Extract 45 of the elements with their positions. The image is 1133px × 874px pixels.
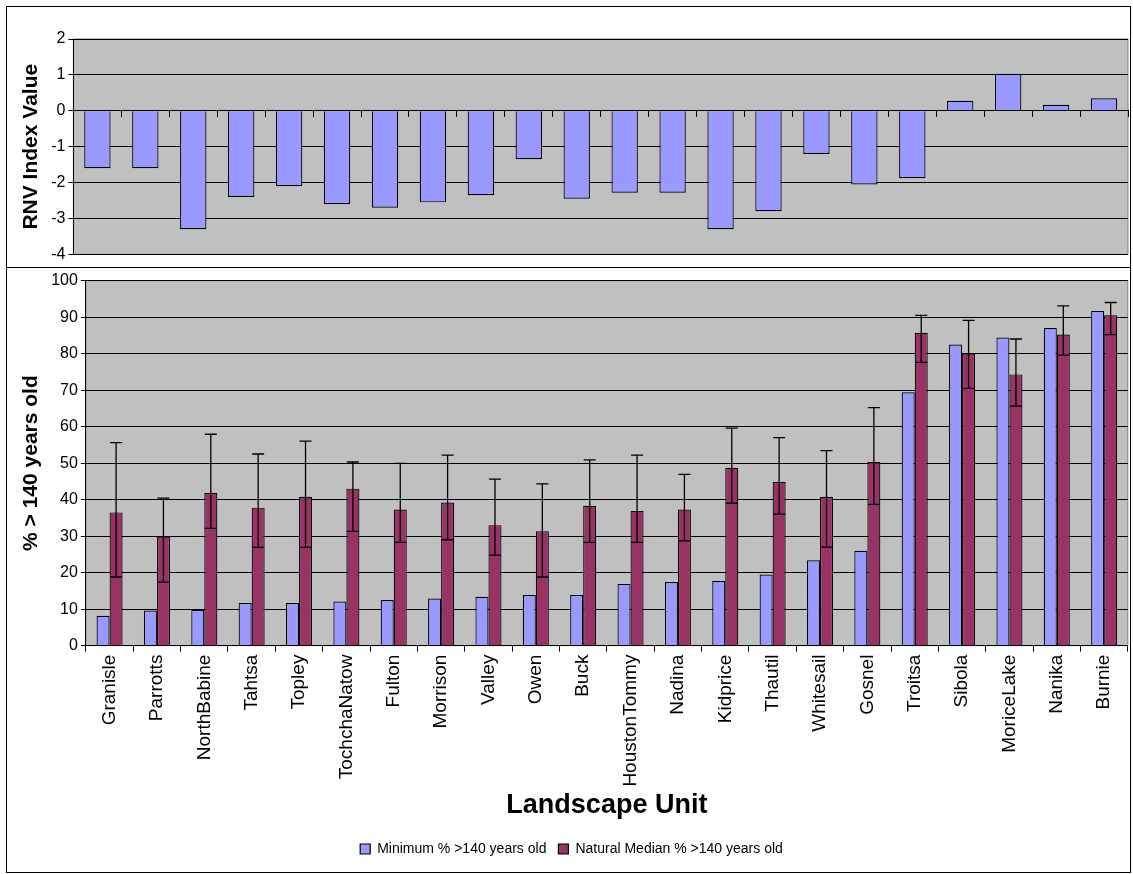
x-tick-label: Owen: [524, 654, 546, 705]
y-tick-label: -4: [51, 244, 66, 262]
x-tick-label: Parrotts: [145, 654, 167, 722]
y-axis-title: RNV Index Value: [18, 63, 42, 230]
y-tick-label: 0: [56, 101, 66, 119]
x-tick-label: Valley: [476, 654, 498, 705]
y-tick-label: 80: [60, 344, 78, 362]
x-tick-label: Tahtsa: [239, 654, 261, 711]
y-tick-label: 30: [60, 526, 78, 544]
x-tick-label: HoustonTommy: [618, 654, 640, 787]
legend-label: Minimum % >140 years old: [377, 839, 547, 856]
x-tick-label: Thautil: [760, 654, 782, 712]
y-tick-label: -3: [51, 208, 66, 226]
y-tick-label: 50: [60, 453, 78, 471]
y-tick-label: 60: [60, 417, 78, 435]
y-tick-label: 10: [60, 599, 78, 617]
x-tick-label: Kidprice: [713, 654, 735, 724]
x-tick-label: Burnie: [1092, 654, 1114, 710]
x-tick-label: Buck: [571, 654, 593, 697]
x-axis-title: Landscape Unit: [506, 789, 708, 820]
x-tick-label: Sibola: [950, 654, 972, 708]
x-tick-label: TochchaNatow: [334, 654, 356, 780]
y-tick-label: 100: [51, 271, 78, 289]
x-tick-label: Topley: [287, 654, 309, 710]
y-tick-label: 1: [56, 65, 66, 83]
x-tick-label: Nadina: [666, 654, 688, 715]
y-tick-label: -1: [51, 137, 66, 155]
y-tick-label: 0: [68, 636, 78, 654]
x-tick-label: NorthBabine: [192, 654, 214, 761]
x-tick-label: Nanika: [1045, 654, 1067, 714]
y-tick-label: 2: [56, 29, 66, 47]
x-tick-label: Whitesail: [808, 654, 830, 732]
legend-label: Natural Median % >140 years old: [575, 839, 783, 856]
x-tick-label: Fulton: [381, 654, 403, 708]
y-axis-title: % > 140 years old: [18, 375, 42, 551]
y-tick-label: 20: [60, 563, 78, 581]
x-tick-label: MoriceLake: [997, 654, 1019, 753]
x-tick-label: Granisle: [97, 654, 119, 726]
x-tick-label: Morrison: [429, 654, 451, 729]
x-tick-label: Gosnel: [855, 654, 877, 715]
y-tick-label: 90: [60, 307, 78, 325]
y-tick-label: 70: [60, 380, 78, 398]
y-tick-label: 40: [60, 490, 78, 508]
y-tick-label: -2: [51, 173, 66, 191]
x-tick-label: Troitsa: [902, 654, 924, 712]
